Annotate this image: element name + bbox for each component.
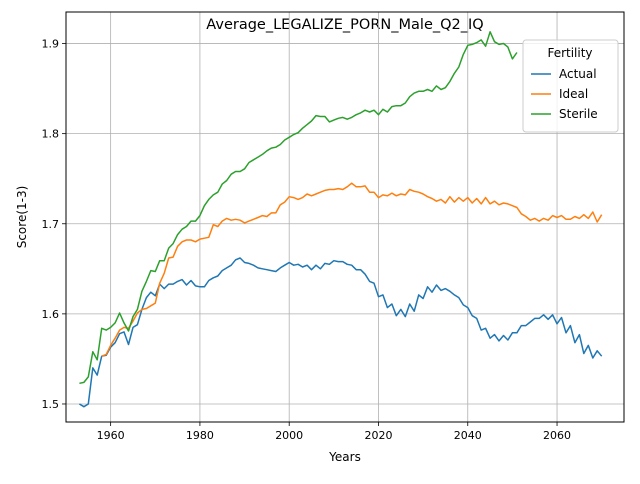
x-tick-label: 2000	[275, 429, 303, 442]
x-axis-label: Years	[328, 450, 361, 464]
series-line-actual	[79, 257, 603, 408]
legend-title: Fertility	[547, 46, 592, 60]
y-tick-label: 1.9	[42, 38, 60, 51]
legend-label-ideal: Ideal	[559, 87, 588, 101]
series-lines	[79, 31, 603, 408]
x-tick-label: 2060	[543, 429, 571, 442]
legend: Fertility Actual Ideal Sterile	[522, 39, 619, 133]
legend-label-sterile: Sterile	[559, 107, 598, 121]
series-line-ideal	[101, 182, 603, 357]
y-tick-label: 1.7	[42, 218, 60, 231]
y-axis-label: Score(1-3)	[15, 186, 29, 249]
x-tick-label: 2020	[364, 429, 392, 442]
x-tick-label: 1980	[186, 429, 214, 442]
x-tick-label: 2040	[454, 429, 482, 442]
legend-box	[522, 39, 619, 133]
plot-frame	[65, 11, 625, 423]
chart-title: Average_LEGALIZE_PORN_Male_Q2_IQ	[206, 17, 483, 33]
x-tick-label: 1960	[97, 429, 125, 442]
axis-ticks: 1960 1980 2000 2020 2040 2060 1.5 1.6 1.7 1.8 1.9	[42, 38, 572, 442]
legend-entries: Actual Ideal Sterile	[531, 67, 598, 121]
y-tick-label: 1.8	[42, 128, 60, 141]
series-line-sterile	[79, 31, 518, 385]
y-tick-label: 1.6	[42, 308, 60, 321]
y-tick-label: 1.5	[42, 398, 60, 411]
legend-label-actual: Actual	[559, 67, 597, 81]
